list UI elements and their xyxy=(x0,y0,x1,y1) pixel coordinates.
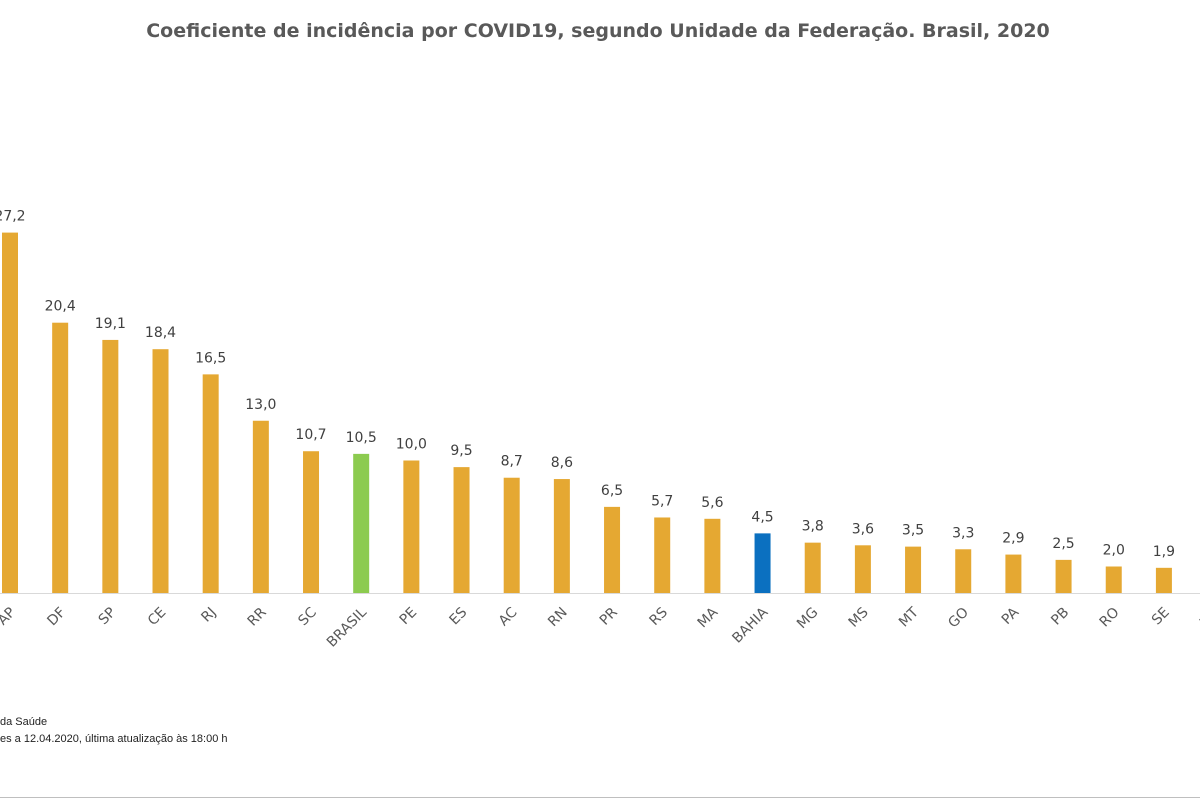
source-note: da Saúde xyxy=(0,716,48,728)
category-label: BAHIA xyxy=(729,604,771,646)
bar-bahia xyxy=(754,533,771,593)
bar-rn xyxy=(553,479,570,593)
category-label: GO xyxy=(945,605,972,632)
value-label: 18,4 xyxy=(145,325,176,341)
category-label: RJ xyxy=(198,605,219,626)
bar-pe xyxy=(403,460,420,593)
bar-rj xyxy=(202,374,219,593)
bar-ro xyxy=(1105,566,1122,593)
value-label: 10,0 xyxy=(396,437,427,453)
value-label: 19,1 xyxy=(95,316,126,332)
bar-sc xyxy=(303,451,320,593)
bar-es xyxy=(453,467,470,593)
bar-pb xyxy=(1055,559,1072,593)
value-label: 27,2 xyxy=(0,209,26,225)
value-label: 2,5 xyxy=(1052,536,1074,552)
value-label: 4,5 xyxy=(751,509,773,525)
value-label: 1,9 xyxy=(1153,544,1175,560)
value-label: 6,5 xyxy=(601,483,623,499)
category-label: PB xyxy=(1048,605,1072,629)
value-label: 20,4 xyxy=(45,299,76,315)
bar-df xyxy=(52,322,69,593)
category-label: ES xyxy=(447,604,471,628)
bar-ma xyxy=(704,518,721,593)
bar-ce xyxy=(152,349,169,593)
bar-mt xyxy=(905,546,922,593)
category-label: MT xyxy=(896,604,922,630)
category-label: PA xyxy=(999,604,1023,628)
bar-pr xyxy=(604,506,621,593)
category-label: SC xyxy=(295,604,320,629)
bar-ap xyxy=(2,232,18,593)
value-label: 5,6 xyxy=(701,495,723,511)
value-label: 16,5 xyxy=(195,350,226,366)
value-label: 9,5 xyxy=(450,443,472,459)
bar-mg xyxy=(804,542,821,593)
category-label: PR xyxy=(597,604,621,628)
bar-rs xyxy=(654,517,671,593)
category-label: AC xyxy=(496,604,521,629)
category-label: TO xyxy=(1197,605,1200,631)
category-label: RR xyxy=(245,604,270,629)
value-label: 10,5 xyxy=(346,430,377,446)
category-label: RS xyxy=(647,604,672,629)
value-label: 3,5 xyxy=(902,523,924,539)
category-label: RO xyxy=(1097,605,1123,631)
value-label: 2,9 xyxy=(1002,531,1024,547)
category-label: MA xyxy=(695,604,722,631)
value-label: 10,7 xyxy=(295,427,326,443)
bar-rr xyxy=(252,420,269,593)
chart-title: Coeficiente de incidência por COVID19, s… xyxy=(146,20,1050,42)
category-label: CE xyxy=(145,605,169,629)
bar-sp xyxy=(102,339,119,593)
bar-go xyxy=(955,549,972,593)
category-label: MG xyxy=(794,605,822,633)
category-label: DF xyxy=(44,605,69,630)
value-label: 13,0 xyxy=(245,397,276,413)
value-label: 3,6 xyxy=(852,521,874,537)
value-label: 3,3 xyxy=(952,525,974,541)
category-label: AP xyxy=(0,605,19,629)
category-label: MS xyxy=(846,604,872,630)
bar-ac xyxy=(503,477,520,593)
value-label: 2,0 xyxy=(1103,543,1125,559)
bar-pa xyxy=(1005,554,1022,593)
category-label: SE xyxy=(1149,605,1173,629)
value-label: 3,8 xyxy=(802,519,824,535)
bar-brasil xyxy=(353,453,370,593)
category-label: BRASIL xyxy=(324,604,370,650)
bar-ms xyxy=(854,545,871,593)
value-label: 8,6 xyxy=(551,455,573,471)
category-label: RN xyxy=(545,605,571,631)
category-label: PE xyxy=(397,605,421,629)
value-label: 5,7 xyxy=(651,493,673,509)
date-note: es a 12.04.2020, última atualização às 1… xyxy=(0,733,228,745)
value-label: 8,7 xyxy=(501,454,523,470)
bar-se xyxy=(1155,567,1172,593)
category-label: SP xyxy=(96,605,120,629)
